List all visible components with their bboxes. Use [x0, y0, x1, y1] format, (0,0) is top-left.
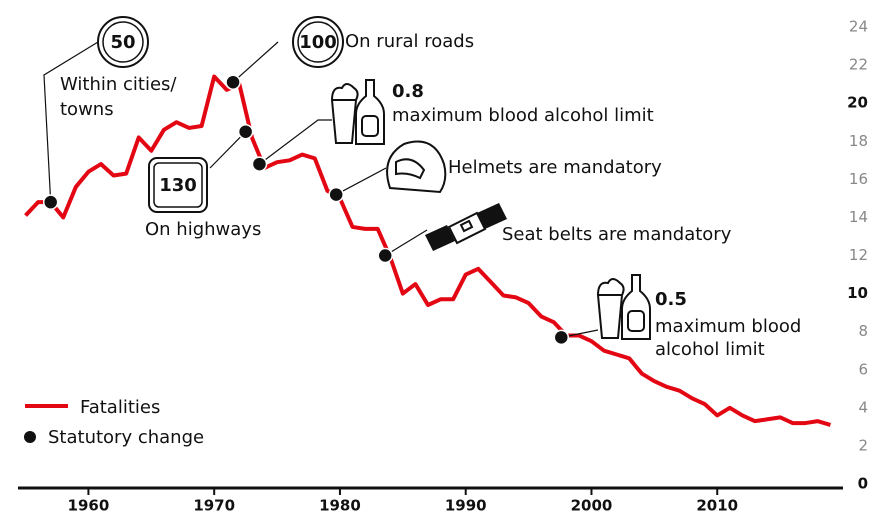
y-tick-label: 8 [858, 322, 868, 340]
event-dot [553, 329, 570, 346]
leader-line [384, 229, 428, 257]
speed-sign-inner [102, 21, 144, 63]
x-tick-label: 1970 [193, 497, 235, 515]
leader-line [43, 41, 99, 203]
event-headline: 0.5 [655, 289, 687, 310]
speed-sign-text: 100 [299, 32, 337, 53]
y-tick-label: 14 [849, 208, 868, 226]
leader-line [209, 131, 247, 169]
event-headline: 0.8 [392, 81, 424, 102]
x-tick-label: 1960 [68, 497, 110, 515]
y-tick-label: 22 [849, 56, 868, 74]
leader-line [232, 41, 279, 83]
y-tick-label: 20 [847, 94, 868, 112]
fatalities-line [24, 74, 832, 427]
beer-icon [596, 278, 625, 339]
event-label: towns [60, 99, 114, 120]
y-tick-label: 4 [858, 398, 868, 416]
leader-line [259, 119, 332, 165]
y-tick-label: 12 [849, 246, 868, 264]
event-label: maximum blood [655, 316, 801, 337]
speed-sign [148, 157, 208, 213]
speed-sign-text: 130 [159, 175, 197, 196]
y-tick-label: 0 [858, 475, 868, 493]
event-dot [377, 247, 393, 264]
y-tick-label: 10 [847, 284, 868, 302]
y-tick-label: 6 [858, 360, 868, 378]
event-dot [237, 123, 254, 140]
leader-line [335, 167, 387, 196]
event-label: On rural roads [345, 31, 474, 52]
event-dot [328, 186, 344, 203]
event-label: Within cities/ [60, 74, 177, 95]
bottle-label [627, 310, 645, 332]
belt-icon [425, 203, 507, 251]
speed-sign-inner [297, 21, 339, 63]
event-dot [225, 74, 241, 90]
y-tick-label: 18 [849, 132, 868, 150]
speed-sign-inner [153, 162, 203, 208]
x-tick-label: 1980 [319, 497, 361, 515]
event-label: On highways [145, 219, 261, 240]
event-label: Seat belts are mandatory [502, 224, 732, 245]
speed-sign-text: 50 [110, 32, 135, 53]
legend-dot [24, 431, 36, 443]
event-label: Helmets are mandatory [448, 157, 662, 178]
legend-label: Statutory change [48, 427, 204, 448]
legend-label: Fatalities [80, 397, 160, 418]
y-tick-label: 24 [849, 18, 868, 36]
bottle-label [361, 115, 379, 137]
x-tick-label: 2010 [696, 497, 738, 515]
event-label: alcohol limit [655, 339, 765, 360]
speed-sign [97, 16, 149, 68]
event-label: maximum blood alcohol limit [392, 105, 654, 126]
helmet-visor [395, 158, 426, 180]
beer-icon [330, 83, 359, 144]
event-dot [251, 156, 268, 172]
annotations: 50 Within cities/towns 100 On rural roads 13… [43, 16, 801, 360]
y-tick-label: 2 [858, 436, 868, 454]
y-tick-label: 16 [849, 170, 868, 188]
belt-slot [459, 219, 474, 233]
x-tick-label: 1990 [445, 497, 487, 515]
x-tick-label: 2000 [571, 497, 613, 515]
event-dot [42, 194, 59, 210]
speed-sign [292, 16, 344, 68]
